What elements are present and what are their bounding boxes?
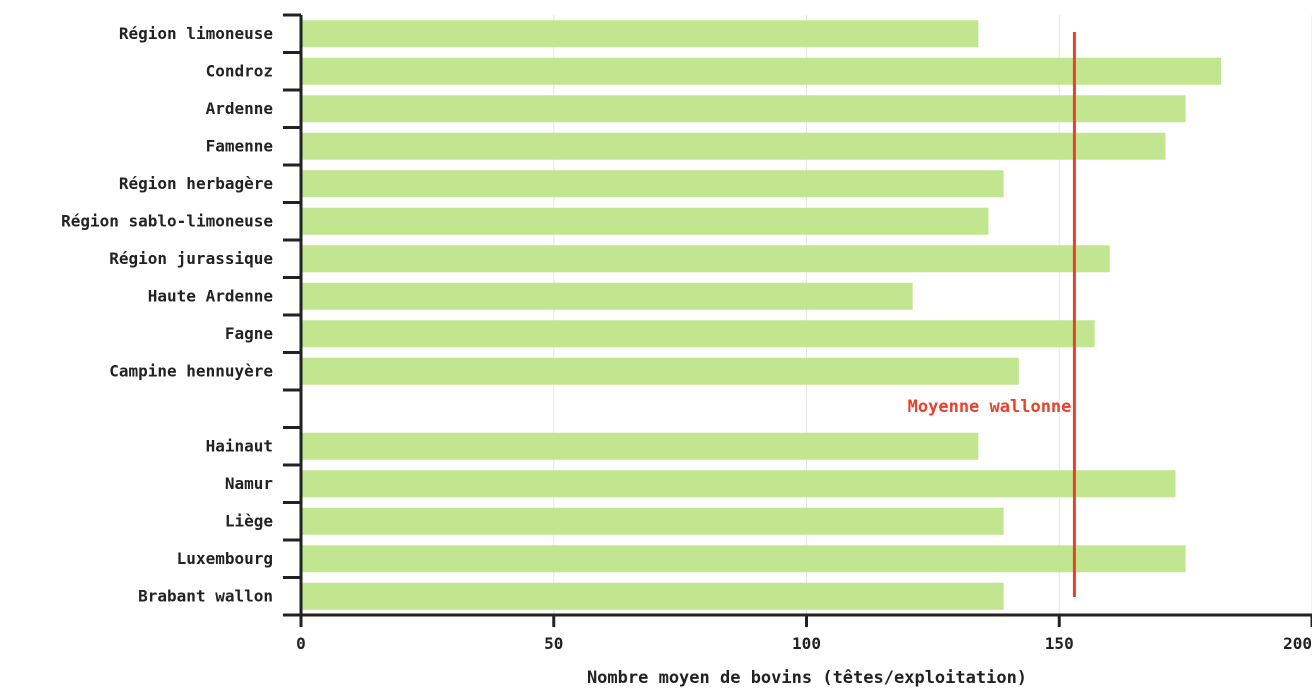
bar-8	[302, 320, 1095, 348]
y-tick-label-2: Ardenne	[206, 99, 273, 118]
y-tick-label-8: Fagne	[225, 324, 273, 343]
bar-2	[302, 95, 1186, 123]
y-tick-label-13: Liège	[225, 511, 273, 530]
bar-12	[302, 470, 1176, 498]
bar-13	[302, 507, 1004, 535]
bar-6	[302, 245, 1110, 273]
average-line-label: Moyenne wallonne	[908, 397, 1072, 417]
y-tick-label-0: Région limoneuse	[119, 24, 273, 43]
y-tick-label-9: Campine hennuyère	[109, 361, 273, 380]
bar-14	[302, 545, 1186, 573]
y-tick-label-14: Luxembourg	[177, 549, 273, 568]
bar-15	[302, 582, 1004, 610]
y-tick-label-6: Région jurassique	[109, 249, 273, 268]
bar-7	[302, 282, 913, 310]
bar-11	[302, 432, 979, 460]
average-reference: Moyenne wallonne	[908, 32, 1076, 597]
x-tick-label-0: 0	[296, 634, 306, 653]
y-tick-label-15: Brabant wallon	[138, 586, 273, 605]
x-tick-label-200: 200	[1283, 634, 1312, 653]
y-tick-label-1: Condroz	[206, 61, 273, 80]
y-tick-label-5: Région sablo-limoneuse	[61, 211, 273, 230]
x-tick-label-150: 150	[1045, 634, 1074, 653]
y-tick-label-3: Famenne	[206, 136, 273, 155]
x-tick-label-50: 50	[544, 634, 563, 653]
y-tick-label-12: Namur	[225, 474, 273, 493]
bar-1	[302, 57, 1222, 85]
axes: Région limoneuse Condroz Ardenne Famenne Rég…	[61, 13, 1312, 653]
bar-4	[302, 170, 1004, 198]
bar-0	[302, 20, 979, 48]
bar-5	[302, 207, 989, 235]
bar-9	[302, 357, 1019, 385]
y-tick-label-4: Région herbagère	[119, 174, 273, 193]
y-tick-label-11: Hainaut	[206, 436, 273, 455]
x-axis-title: Nombre moyen de bovins (têtes/exploitati…	[587, 668, 1027, 688]
x-tick-label-100: 100	[792, 634, 821, 653]
bars	[302, 20, 1222, 610]
y-tick-label-7: Haute Ardenne	[148, 286, 273, 305]
bar-3	[302, 132, 1166, 160]
